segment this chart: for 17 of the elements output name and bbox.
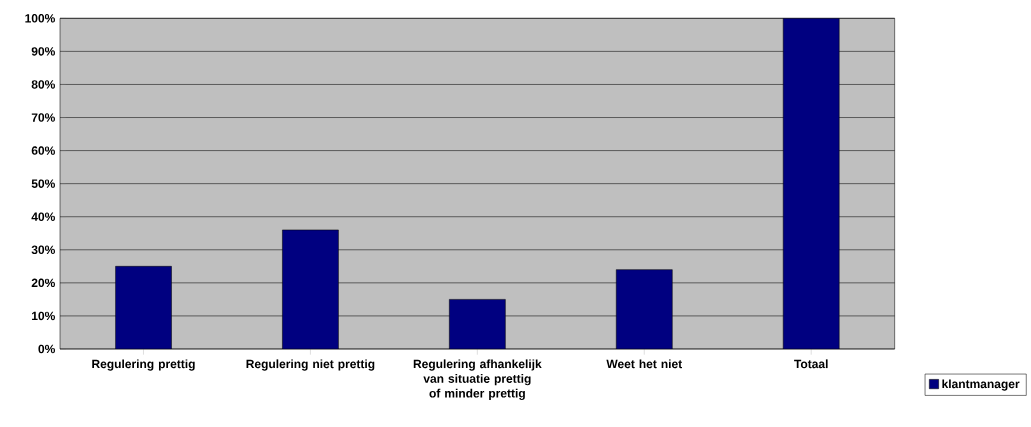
y-tick-label: 40% [31,212,55,221]
y-tick-label: 30% [31,245,55,255]
y-tick-label: 20% [31,278,55,288]
x-tick-label: Totaal [794,359,828,369]
y-tick-label: 90% [31,47,55,56]
legend-label: klantmanager [942,379,1020,391]
y-tick-label: 50% [31,179,55,188]
x-tick-label: Weet het niet [606,359,683,369]
y-tick-label: 80% [31,80,55,89]
y-tick-label: 70% [31,113,55,122]
y-tick-label: 60% [31,146,55,155]
x-tick-label: Regulering prettig [92,359,195,371]
y-tick-label: 0% [38,344,55,354]
x-tick-label: Regulering niet prettig [246,359,375,371]
y-tick-label: 10% [32,311,55,321]
x-tick-label: Regulering afhankelijk van situatie prettig of minder prettig [413,359,542,400]
y-tick-label: 100% [25,14,55,23]
